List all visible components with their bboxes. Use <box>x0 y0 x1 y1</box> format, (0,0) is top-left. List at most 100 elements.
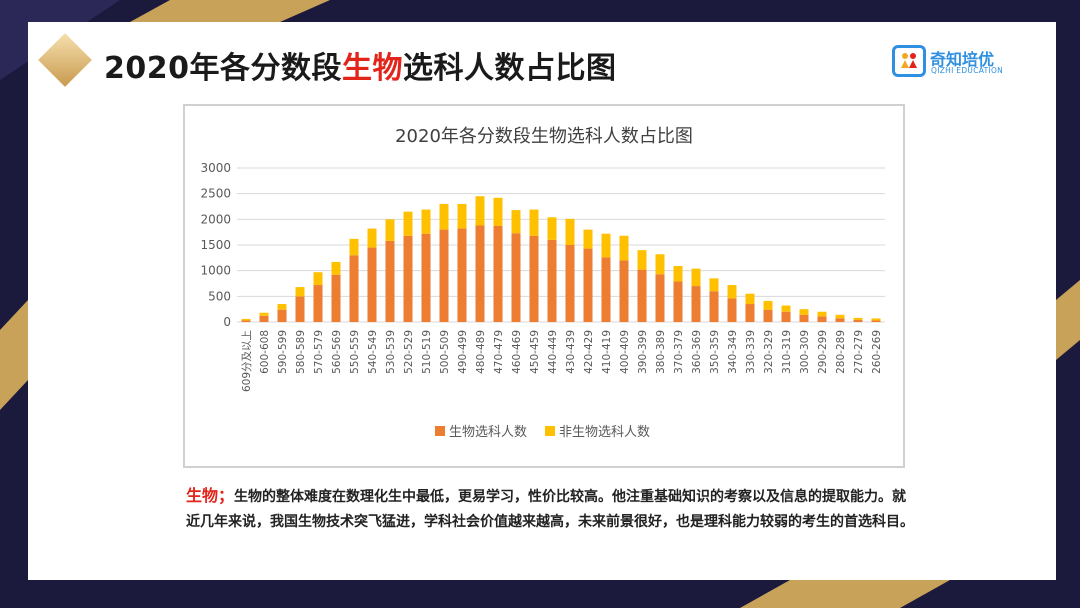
bar-biology <box>673 281 683 322</box>
bar-biology <box>259 315 269 322</box>
bar-non-biology <box>331 261 341 275</box>
bar-biology <box>853 319 863 322</box>
bar-non-biology <box>871 318 881 321</box>
bar-non-biology <box>745 293 755 305</box>
x-tick-label: 300-309 <box>799 330 811 374</box>
x-tick-label: 600-608 <box>259 330 271 374</box>
x-tick-label: 400-409 <box>619 330 631 374</box>
x-tick-label: 540-549 <box>367 330 379 374</box>
y-tick-label: 3000 <box>200 161 231 175</box>
description-text: 生物的整体难度在数理化生中最低，更易学习，性价比较高。他注重基础知识的考察以及信… <box>186 489 914 530</box>
y-tick-label: 1000 <box>200 264 231 278</box>
x-tick-label: 330-339 <box>745 330 757 374</box>
x-tick-label: 520-529 <box>403 330 415 374</box>
bar-biology <box>727 298 737 322</box>
bar-biology <box>799 314 809 322</box>
bar-biology <box>691 286 701 322</box>
bar-biology <box>457 228 467 322</box>
x-tick-label: 609分及以上 <box>241 330 253 392</box>
bar-biology <box>439 229 449 322</box>
bar-non-biology <box>709 278 719 292</box>
bar-non-biology <box>367 228 377 248</box>
bar-biology <box>295 296 305 322</box>
bar-biology <box>421 233 431 322</box>
bar-biology <box>835 318 845 322</box>
y-tick-label: 0 <box>223 315 231 329</box>
x-tick-label: 290-299 <box>817 330 829 374</box>
legend-swatch-biology <box>435 426 445 436</box>
bar-biology <box>367 247 377 322</box>
bar-non-biology <box>259 312 269 316</box>
x-tick-label: 510-519 <box>421 330 433 374</box>
bar-non-biology <box>655 254 665 275</box>
bar-non-biology <box>511 210 521 234</box>
y-tick-label: 500 <box>208 289 231 303</box>
bar-biology <box>547 239 557 322</box>
logo-name: 奇知培优 <box>930 50 995 69</box>
bar-non-biology <box>727 285 737 299</box>
x-tick-label: 340-349 <box>727 330 739 374</box>
title-prefix: 2020年各分数段 <box>104 51 342 86</box>
bar-biology <box>871 320 881 322</box>
bar-non-biology <box>691 268 701 287</box>
bar-biology <box>511 233 521 322</box>
bar-biology <box>529 235 539 322</box>
bar-biology <box>241 320 251 322</box>
bar-non-biology <box>619 235 629 261</box>
bar-non-biology <box>241 318 251 321</box>
bar-non-biology <box>817 311 827 317</box>
x-tick-label: 360-369 <box>691 330 703 374</box>
x-tick-label: 380-389 <box>655 330 667 374</box>
x-tick-label: 580-589 <box>295 330 307 374</box>
bar-biology <box>313 285 323 322</box>
bar-non-biology <box>421 209 431 234</box>
x-tick-label: 560-569 <box>331 330 343 374</box>
bar-biology <box>331 274 341 322</box>
x-tick-label: 320-329 <box>763 330 775 374</box>
bar-non-biology <box>781 305 791 312</box>
x-tick-label: 280-289 <box>835 330 847 374</box>
x-tick-label: 500-509 <box>439 330 451 374</box>
bar-non-biology <box>529 209 539 236</box>
x-tick-label: 440-449 <box>547 330 559 374</box>
bar-biology <box>817 316 827 322</box>
bar-non-biology <box>295 287 305 297</box>
x-tick-label: 480-489 <box>475 330 487 374</box>
legend-swatch-non-biology <box>545 426 555 436</box>
bar-non-biology <box>439 203 449 230</box>
bar-non-biology <box>403 211 413 236</box>
x-tick-label: 390-399 <box>637 330 649 374</box>
x-tick-label: 460-469 <box>511 330 523 374</box>
bar-non-biology <box>637 250 647 270</box>
bar-biology <box>637 269 647 322</box>
page-title: 2020年各分数段生物选科人数占比图 <box>104 43 617 87</box>
x-tick-label: 430-439 <box>565 330 577 374</box>
bar-non-biology <box>475 196 485 226</box>
bar-non-biology <box>493 197 503 227</box>
bar-non-biology <box>457 203 467 229</box>
x-tick-label: 450-459 <box>529 330 541 374</box>
bar-biology <box>655 274 665 322</box>
logo-subtitle: QIZHI EDUCATION <box>931 66 1004 75</box>
bar-non-biology <box>385 219 395 241</box>
description-label: 生物； <box>186 486 235 505</box>
x-tick-label: 350-359 <box>709 330 721 374</box>
book-logo-icon <box>892 45 926 77</box>
legend-label-non-biology: 非生物选科人数 <box>559 425 650 440</box>
bar-biology <box>403 235 413 322</box>
legend-label-biology: 生物选科人数 <box>449 425 527 440</box>
bar-biology <box>349 255 359 322</box>
x-tick-label: 310-319 <box>781 330 793 374</box>
bar-biology <box>601 257 611 322</box>
bar-non-biology <box>673 266 683 282</box>
x-tick-label: 410-419 <box>601 330 613 374</box>
y-tick-label: 1500 <box>200 238 231 252</box>
x-tick-label: 270-279 <box>853 330 865 374</box>
chart-title: 2020年各分数段生物选科人数占比图 <box>395 126 693 147</box>
bar-biology <box>493 226 503 322</box>
bar-non-biology <box>277 304 287 310</box>
bar-non-biology <box>763 300 773 310</box>
bar-biology <box>763 309 773 322</box>
x-tick-label: 570-579 <box>313 330 325 374</box>
bar-biology <box>781 311 791 322</box>
